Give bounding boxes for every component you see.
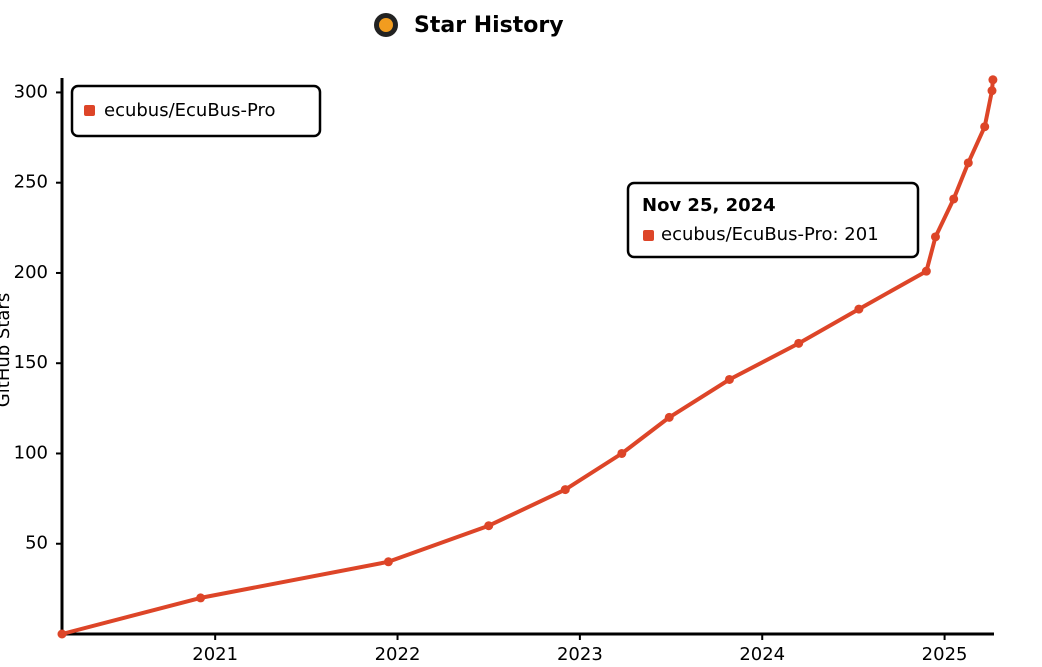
data-point bbox=[794, 338, 804, 348]
x-tick-label: 2021 bbox=[192, 644, 238, 665]
data-point bbox=[963, 158, 973, 168]
y-tick-label: 100 bbox=[14, 442, 48, 463]
x-tick-label: 2025 bbox=[922, 644, 968, 665]
data-point bbox=[949, 194, 959, 204]
data-point bbox=[560, 485, 570, 495]
y-tick-label: 200 bbox=[14, 262, 48, 283]
x-tick-label: 2023 bbox=[557, 644, 603, 665]
data-point bbox=[383, 557, 393, 567]
plot bbox=[57, 75, 998, 639]
tooltip-swatch bbox=[643, 230, 654, 241]
legend-box bbox=[70, 84, 322, 138]
legend-swatch bbox=[84, 105, 95, 116]
chart-title: Star History bbox=[414, 13, 564, 38]
data-point bbox=[921, 266, 931, 276]
data-point bbox=[854, 304, 864, 314]
data-point bbox=[196, 593, 206, 603]
x-tick-label: 2022 bbox=[375, 644, 421, 665]
data-point bbox=[484, 521, 494, 531]
y-axis-label: GitHub Stars bbox=[0, 293, 14, 407]
data-point bbox=[980, 122, 990, 132]
data-point bbox=[724, 374, 734, 384]
data-point bbox=[930, 232, 940, 242]
y-tick-label: 150 bbox=[14, 352, 48, 373]
data-point bbox=[617, 448, 627, 458]
y-tick-label: 300 bbox=[14, 81, 48, 102]
y-tick-label: 250 bbox=[14, 172, 48, 193]
data-point bbox=[57, 629, 67, 639]
tooltip-box bbox=[626, 181, 920, 259]
tooltip-title: Nov 25, 2024 bbox=[642, 195, 776, 216]
x-tick-label: 2024 bbox=[739, 644, 785, 665]
data-point bbox=[987, 86, 997, 96]
legend: ecubus/EcuBus-Pro bbox=[70, 84, 322, 138]
title-icon-inner bbox=[379, 18, 393, 32]
tooltip: Nov 25, 2024 ecubus/EcuBus-Pro: 201 bbox=[626, 181, 920, 259]
data-point bbox=[988, 75, 998, 85]
y-tick-label: 50 bbox=[25, 533, 48, 554]
tooltip-label: ecubus/EcuBus-Pro: 201 bbox=[661, 224, 879, 245]
legend-label: ecubus/EcuBus-Pro bbox=[104, 100, 276, 121]
series-line bbox=[60, 77, 995, 636]
data-point bbox=[664, 412, 674, 422]
